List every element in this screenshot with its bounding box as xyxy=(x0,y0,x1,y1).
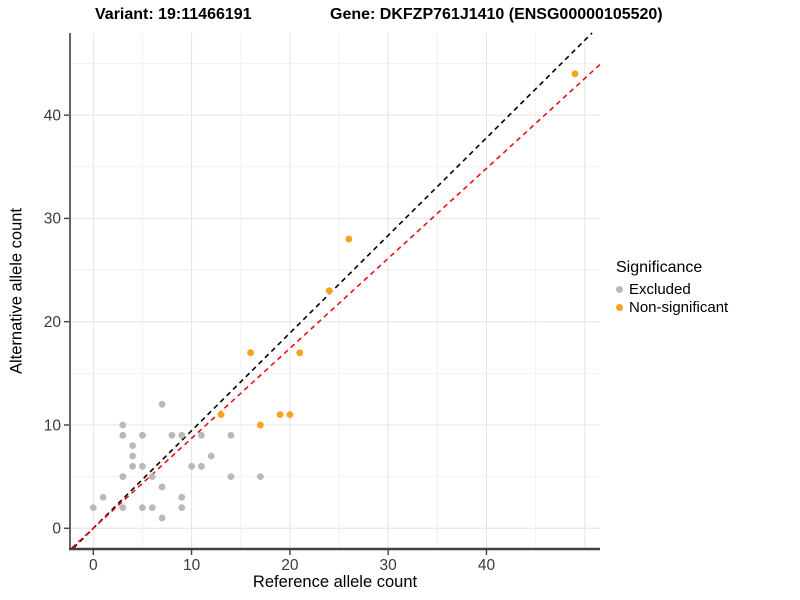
data-point-excluded xyxy=(227,431,235,439)
y-axis-title: Alternative allele count xyxy=(7,207,26,375)
data-point-non-significant xyxy=(345,235,353,243)
data-point-excluded xyxy=(188,462,195,470)
data-point-non-significant xyxy=(217,411,225,419)
gene-title: Gene: DKFZP761J1410 (ENSG00000105520) xyxy=(330,6,663,23)
x-tick-label: 30 xyxy=(380,557,398,574)
identity-line xyxy=(72,32,593,549)
x-tick-label: 10 xyxy=(183,557,201,574)
data-point-excluded xyxy=(178,431,186,439)
data-point-excluded xyxy=(119,504,127,512)
data-point-non-significant xyxy=(286,411,294,419)
data-point-non-significant xyxy=(296,349,304,357)
data-point-excluded xyxy=(256,473,264,481)
data-point-excluded xyxy=(119,421,127,429)
data-point-excluded xyxy=(178,504,186,512)
data-point-excluded xyxy=(139,462,146,470)
y-tick-label: 0 xyxy=(52,521,61,538)
data-point-excluded xyxy=(158,514,166,522)
data-point-non-significant xyxy=(276,411,284,419)
non-significant-dot-icon xyxy=(616,303,623,311)
legend-title: Significance xyxy=(616,259,703,276)
legend-label: Excluded xyxy=(629,280,691,298)
data-point-excluded xyxy=(119,431,127,439)
data-point-excluded xyxy=(198,431,205,439)
x-axis-title: Reference allele count xyxy=(252,573,418,591)
data-point-excluded xyxy=(198,462,205,470)
data-point-excluded xyxy=(129,462,137,470)
data-point-excluded xyxy=(178,493,186,501)
y-tick-label: 10 xyxy=(44,417,62,434)
legend: Significance Excluded Non-significant xyxy=(616,259,728,316)
legend-item-excluded: Excluded xyxy=(616,280,728,298)
data-point-excluded xyxy=(129,452,137,460)
data-point-non-significant xyxy=(325,287,333,295)
data-point-non-significant xyxy=(571,70,579,78)
data-point-excluded xyxy=(148,473,156,481)
data-point-excluded xyxy=(89,504,97,512)
x-tick-label: 0 xyxy=(89,557,98,574)
data-point-excluded xyxy=(119,473,127,481)
data-point-excluded xyxy=(158,483,166,491)
data-point-excluded xyxy=(227,473,235,481)
data-point-excluded xyxy=(158,400,166,408)
excluded-dot-icon xyxy=(616,285,623,293)
legend-label: Non-significant xyxy=(629,298,729,316)
y-tick-label: 40 xyxy=(44,107,62,124)
fit-line xyxy=(71,63,601,549)
data-point-excluded xyxy=(99,493,107,501)
data-point-non-significant xyxy=(247,349,254,357)
data-point-excluded xyxy=(139,431,146,439)
variant-title: Variant: 19:11466191 xyxy=(95,6,252,23)
data-point-excluded xyxy=(129,442,137,450)
data-point-excluded xyxy=(168,431,176,439)
data-point-excluded xyxy=(207,452,215,460)
data-point-excluded xyxy=(148,504,156,512)
data-point-non-significant xyxy=(256,421,264,429)
legend-item-non-significant: Non-significant xyxy=(616,298,728,316)
data-point-excluded xyxy=(139,504,146,512)
x-tick-label: 40 xyxy=(478,557,496,574)
x-tick-label: 20 xyxy=(281,557,299,574)
y-tick-label: 30 xyxy=(44,211,62,228)
y-tick-label: 20 xyxy=(44,314,62,331)
